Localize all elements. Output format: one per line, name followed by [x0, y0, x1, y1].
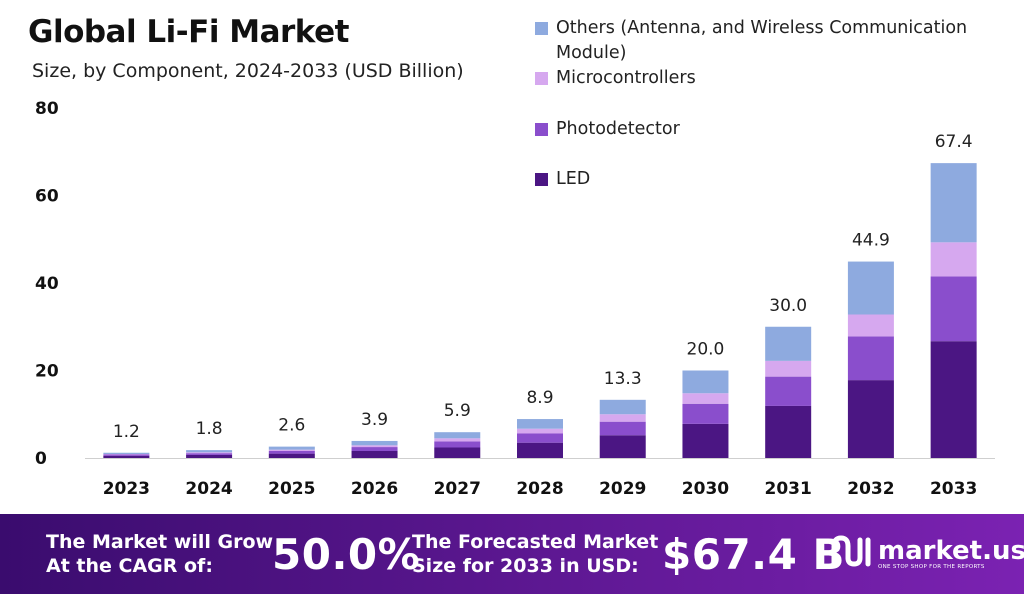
y-tick-label: 80: [35, 99, 59, 119]
legend-swatch-photodetector: [535, 123, 548, 136]
y-tick-label: 60: [35, 187, 59, 207]
cagr-label-line2: At the CAGR of:: [46, 555, 213, 577]
bar-total-label: 1.8: [196, 419, 223, 439]
bar-segment-photodetector: [847, 336, 894, 381]
bar-segment-others: [186, 450, 233, 453]
chart-subtitle: Size, by Component, 2024-2033 (USD Billi…: [32, 60, 464, 82]
bar-total-label: 8.9: [526, 388, 553, 408]
x-tick-label: 2030: [682, 479, 729, 499]
bar-total-label: 30.0: [769, 296, 807, 316]
brand-name: market.us: [878, 536, 1024, 566]
legend-label-led: LED: [556, 169, 591, 189]
bar-segment-others: [517, 419, 563, 429]
bar-segment-microcontrollers: [930, 242, 977, 277]
x-tick-label: 2028: [516, 479, 563, 499]
cagr-label-line1: The Market will Grow: [46, 531, 274, 553]
forecast-label-line1: The Forecasted Market: [412, 531, 659, 553]
bar-chart: 0 20 40 60 80 1.2 2023 1.8 2024 2.6 2025 3.9 2026 5.9…: [35, 99, 995, 499]
forecast-value: $67.4 B: [662, 530, 845, 579]
bar-segment-photodetector: [351, 447, 398, 451]
market-us-logo-icon: [831, 535, 871, 567]
forecast-label-line2: Size for 2033 in USD:: [412, 555, 639, 577]
legend-label-microcontrollers: Microcontrollers: [556, 68, 696, 88]
bar-segment-others: [599, 399, 646, 415]
bar-total-label: 20.0: [687, 340, 725, 360]
legend-item-others: Others (Antenna, and Wireless Communicat…: [535, 16, 1006, 66]
x-tick-label: 2031: [765, 479, 812, 499]
bar-total-label: 44.9: [852, 231, 890, 251]
brand-tagline: ONE STOP SHOP FOR THE REPORTS: [878, 564, 985, 570]
bar-segment-microcontrollers: [186, 452, 233, 454]
x-tick-label: 2027: [434, 479, 481, 499]
bar-segment-led: [682, 423, 729, 458]
footer-banner: The Market will Grow At the CAGR of: 50.…: [0, 514, 1024, 594]
brand-logo: market.us ONE STOP SHOP FOR THE REPORTS: [830, 534, 1024, 570]
bar-segment-microcontrollers: [682, 393, 729, 404]
forecast-label: The Forecasted Market Size for 2033 in U…: [412, 530, 658, 578]
bar-segment-photodetector: [434, 441, 481, 448]
bar-segment-photodetector: [765, 376, 812, 406]
bar-segment-others: [103, 452, 150, 455]
bar-total-label: 3.9: [361, 410, 388, 430]
bar-total-label: 67.4: [935, 132, 973, 152]
bar-segment-others: [930, 163, 977, 243]
bar-segment-microcontrollers: [103, 454, 150, 455]
legend-swatch-others: [535, 22, 548, 35]
bar-total-label: 2.6: [278, 416, 305, 436]
y-tick-label: 40: [35, 274, 59, 294]
y-tick-label: 0: [35, 449, 47, 469]
bar-segment-led: [765, 405, 812, 458]
bar-segment-others: [765, 326, 812, 361]
chart-title: Global Li-Fi Market: [28, 14, 349, 50]
legend-swatch-led: [535, 173, 548, 186]
bar-segment-led: [434, 447, 481, 458]
bar-total-label: 1.2: [113, 422, 140, 442]
cagr-label: The Market will Grow At the CAGR of:: [46, 530, 273, 578]
bar-total-label: 5.9: [444, 401, 471, 421]
bar-segment-microcontrollers: [847, 314, 894, 337]
legend-item-led: LED: [535, 167, 1006, 192]
bar-segment-led: [268, 453, 315, 458]
bar-segment-led: [351, 451, 398, 458]
bar-segment-microcontrollers: [765, 360, 812, 377]
bar-segment-others: [682, 370, 729, 394]
bar-segment-others: [268, 446, 315, 450]
bar-segment-photodetector: [186, 453, 233, 455]
bar-segment-led: [103, 455, 150, 458]
bar-segment-photodetector: [517, 433, 563, 443]
legend-item-photodetector: Photodetector: [535, 117, 1006, 142]
bar-segment-microcontrollers: [351, 445, 398, 448]
x-tick-label: 2033: [930, 479, 977, 499]
bar-segment-photodetector: [599, 421, 646, 436]
bar-segment-microcontrollers: [268, 449, 315, 451]
legend-label-photodetector: Photodetector: [556, 119, 680, 139]
bar-segment-led: [517, 442, 563, 458]
legend-item-microcontrollers: Microcontrollers: [535, 66, 1006, 91]
bar-segment-led: [599, 435, 646, 458]
bar-segment-photodetector: [930, 276, 977, 342]
x-tick-label: 2023: [103, 479, 150, 499]
bar-segment-microcontrollers: [517, 428, 563, 434]
x-tick-label: 2025: [268, 479, 315, 499]
bar-segment-led: [186, 454, 233, 458]
bar-segment-led: [847, 380, 894, 458]
bar-segment-microcontrollers: [434, 438, 481, 442]
bar-segment-others: [847, 261, 894, 315]
bar-segment-microcontrollers: [599, 414, 646, 422]
bar-segment-photodetector: [682, 403, 729, 424]
y-tick-label: 20: [35, 362, 59, 382]
x-tick-label: 2024: [185, 479, 232, 499]
bar-segment-photodetector: [268, 451, 315, 454]
bar-segment-others: [351, 440, 398, 446]
bar-total-label: 13.3: [604, 369, 642, 389]
bar-segment-led: [930, 341, 977, 458]
legend-label-others: Others (Antenna, and Wireless Communicat…: [556, 18, 968, 63]
x-tick-label: 2029: [599, 479, 646, 499]
bar-segment-photodetector: [103, 454, 150, 456]
bar-segment-others: [434, 432, 481, 439]
x-tick-label: 2026: [351, 479, 398, 499]
legend-swatch-microcontrollers: [535, 72, 548, 85]
cagr-value: 50.0%: [272, 530, 421, 579]
x-tick-label: 2032: [847, 479, 894, 499]
